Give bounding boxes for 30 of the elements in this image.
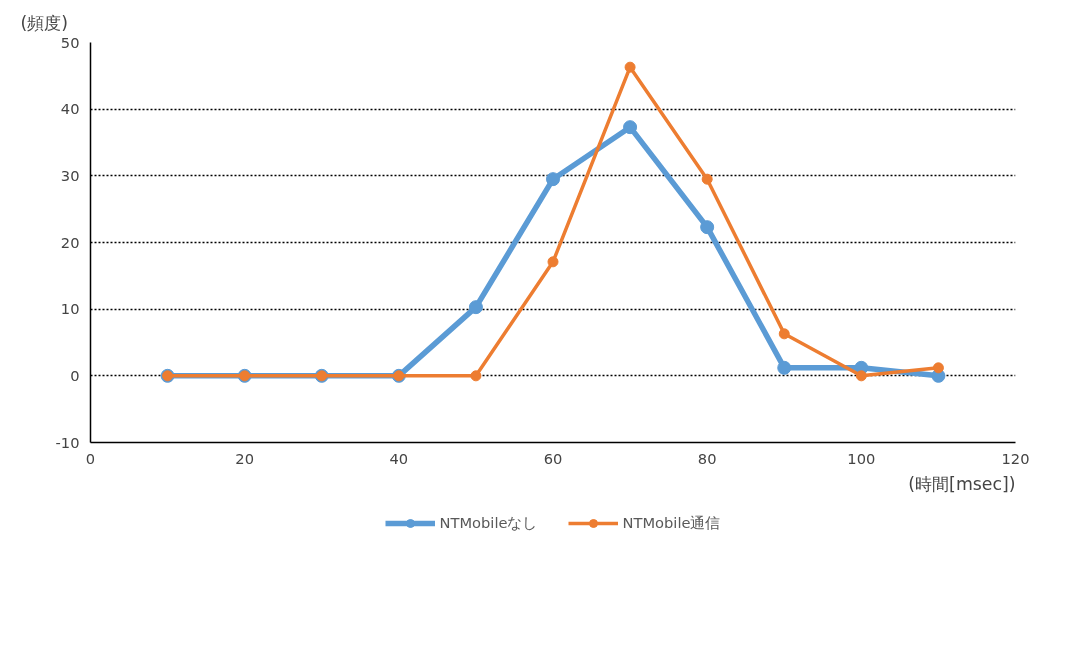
x-tick-label: 0: [85, 449, 96, 467]
point: [468, 300, 483, 315]
point: [932, 362, 944, 374]
point: [546, 172, 560, 187]
point: [700, 220, 715, 235]
point: [855, 370, 867, 382]
point: [624, 61, 636, 73]
legend-label: NTMobileなし: [439, 513, 538, 533]
x-tick-label: 20: [235, 449, 254, 467]
x-axis-title: (時間[msec]): [908, 473, 1016, 494]
y-axis-title: (頻度): [20, 12, 69, 33]
y-tick-label: 10: [60, 300, 80, 318]
y-tick-label: 40: [60, 100, 80, 118]
y-tick-label: 50: [60, 33, 80, 51]
x-tick-label: 120: [1001, 449, 1030, 467]
legend-label: NTMobile通信: [622, 513, 721, 533]
point: [547, 256, 559, 268]
y-tick-label: 20: [60, 233, 80, 251]
point: [470, 370, 482, 382]
point: [701, 173, 713, 185]
x-tick-label: 80: [697, 449, 717, 467]
x-tick-label: 40: [389, 449, 409, 467]
y-tick-label: 30: [60, 166, 80, 184]
point: [777, 360, 792, 375]
y-tick-label: 0: [70, 366, 80, 384]
point: [778, 328, 790, 340]
y-tick-label: -10: [55, 433, 80, 451]
x-tick-label: 60: [543, 449, 563, 467]
x-tick-label: 100: [847, 449, 876, 467]
point: [623, 120, 638, 135]
